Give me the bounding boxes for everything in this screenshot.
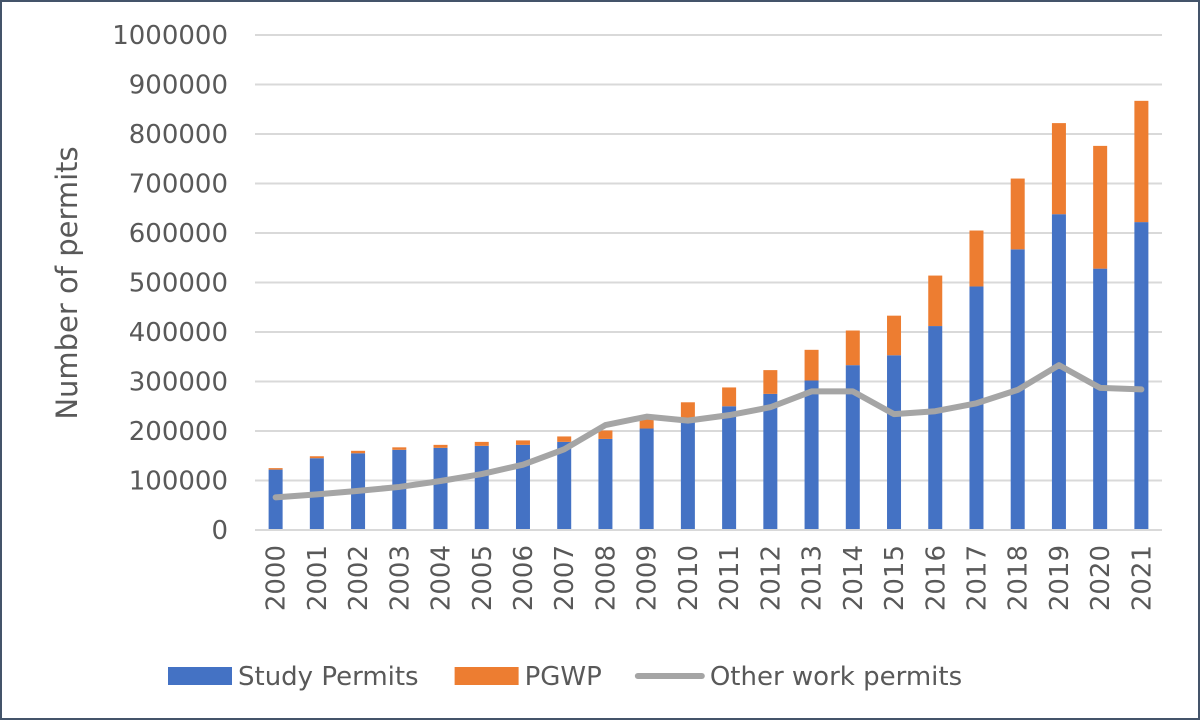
legend-label-study-permits: Study Permits [238,662,419,692]
x-tick-label: 2021 [1127,545,1157,611]
x-axis-ticks: 2000 2001 2002 2003 2004 2005 2006 2007 2008 2009… [262,545,1158,611]
bar-pgwp-2021 [1134,100,1149,223]
x-tick-label: 2009 [633,545,663,611]
bar-study-permits-2007 [557,441,572,530]
bar-pgwp-2014 [845,330,860,366]
bar-study-permits-2008 [598,438,613,530]
x-tick-label: 2006 [509,545,539,611]
x-tick-label: 2002 [344,545,374,611]
bar-pgwp-2017 [969,230,984,287]
x-tick-label: 2007 [550,545,580,611]
x-tick-label: 2015 [880,545,910,611]
bar-study-permits-2011 [722,406,737,530]
bar-pgwp-2009 [639,418,654,429]
bar-pgwp-2004 [433,444,448,448]
gridlines [255,34,1162,482]
bar-pgwp-2000 [268,468,283,470]
y-tick-label: 300000 [129,368,228,398]
x-tick-label: 2011 [715,545,745,611]
bar-pgwp-2015 [887,315,902,356]
y-tick-label: 100000 [129,467,228,497]
bar-pgwp-2007 [557,436,572,442]
bar-study-permits-2017 [969,286,984,530]
bar-pgwp-2019 [1051,123,1066,215]
bar-study-permits-2015 [887,355,902,530]
x-tick-label: 2003 [385,545,415,611]
bar-pgwp-2005 [474,441,489,446]
x-tick-label: 2018 [1004,545,1034,611]
x-tick-label: 2013 [798,545,828,611]
legend-swatch-study-permits [168,667,232,685]
legend-label-other-work-permits: Other work permits [710,662,962,692]
y-tick-label: 1000000 [112,21,228,51]
y-tick-label: 700000 [129,170,228,200]
x-tick-label: 2008 [591,545,621,611]
legend-label-pgwp: PGWP [525,662,602,692]
bar-study-permits-2010 [680,418,695,530]
bar-study-permits-2006 [515,444,530,530]
y-tick-label: 900000 [129,71,228,101]
bar-study-permits-2021 [1134,222,1149,531]
bar-study-permits-2005 [474,445,489,530]
x-tick-label: 2000 [262,545,292,611]
bar-pgwp-2001 [309,456,324,459]
bar-pgwp-2013 [804,349,819,381]
bar-pgwp-2012 [763,370,778,394]
bar-pgwp-2020 [1093,145,1108,269]
x-tick-label: 2004 [427,545,457,611]
bar-study-permits-2014 [845,365,860,530]
x-tick-label: 2001 [303,545,333,611]
x-tick-label: 2016 [921,545,951,611]
bar-pgwp-2006 [515,440,530,445]
y-axis-title: Number of permits [50,146,84,419]
bar-pgwp-2010 [680,402,695,419]
legend: Study Permits PGWP Other work permits [168,662,962,692]
y-tick-label: 200000 [129,417,228,447]
bar-pgwp-2002 [351,450,366,454]
other-work-permits-line [272,362,1145,501]
bar-pgwp-2003 [392,447,407,450]
bar-study-permits-2004 [433,447,448,530]
y-tick-label: 400000 [129,318,228,348]
bars [268,100,1149,531]
x-tick-label: 2019 [1045,545,1075,611]
x-tick-label: 2020 [1086,545,1116,611]
y-tick-label: 500000 [129,269,228,299]
bar-study-permits-2009 [639,428,654,530]
bar-pgwp-2018 [1010,178,1025,250]
x-tick-label: 2012 [756,545,786,611]
x-tick-label: 2005 [468,545,498,611]
y-tick-label: 800000 [129,120,228,150]
bar-study-permits-2019 [1051,214,1066,530]
y-tick-label: 0 [211,516,228,546]
bar-study-permits-2012 [763,393,778,530]
x-tick-label: 2017 [962,545,992,611]
x-tick-label: 2014 [839,545,869,611]
x-tick-label: 2010 [674,545,704,611]
bar-pgwp-2011 [722,387,737,407]
bar-study-permits-2013 [804,380,819,530]
line-other-work-permits [272,362,1145,501]
bar-study-permits-2020 [1093,268,1108,530]
legend-swatch-pgwp [454,667,519,685]
bar-pgwp-2008 [598,430,613,439]
bar-pgwp-2016 [928,275,943,327]
bar-study-permits-2016 [928,326,943,530]
y-axis-ticks: 0 100000 200000 300000 400000 500000 600000 700… [112,21,228,546]
y-tick-label: 600000 [129,219,228,249]
